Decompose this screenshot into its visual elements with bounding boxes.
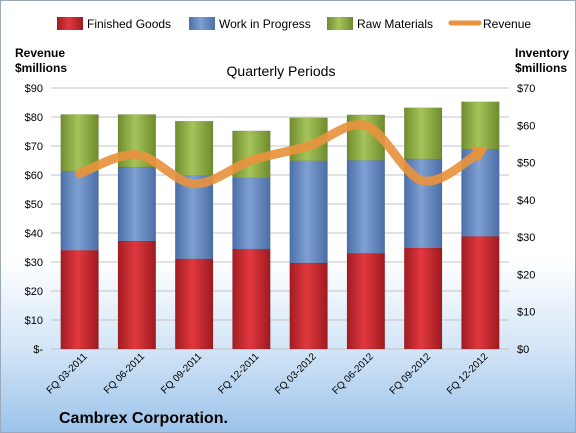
left-tick-label: $40 bbox=[25, 228, 43, 240]
bar-finished-goods bbox=[174, 258, 214, 350]
bar-finished-goods bbox=[117, 240, 157, 350]
right-tick-label: $0 bbox=[517, 344, 529, 356]
x-tick-label: FQ 09-2012 bbox=[388, 351, 434, 397]
bar-work-in-progress bbox=[346, 160, 386, 254]
revenue-arrowhead bbox=[470, 146, 488, 163]
revenue-line bbox=[75, 120, 485, 189]
bar-finished-goods bbox=[232, 248, 271, 350]
left-axis-title-line2: $millions bbox=[15, 61, 67, 75]
left-tick-label: $10 bbox=[25, 315, 43, 327]
chart-subtitle: Quarterly Periods bbox=[227, 63, 336, 79]
left-tick-label: $50 bbox=[25, 199, 43, 211]
x-tick-label: FQ 06-2012 bbox=[330, 351, 376, 397]
left-tick-label: $20 bbox=[25, 286, 43, 298]
legend-swatch-raw-materials bbox=[327, 17, 353, 30]
legend-label-work-in-progress: Work in Progress bbox=[219, 17, 311, 31]
bar-raw-materials bbox=[403, 107, 443, 160]
right-tick-label: $10 bbox=[517, 307, 535, 319]
bar-raw-materials bbox=[174, 120, 214, 176]
x-tick-label: FQ 12-2011 bbox=[217, 351, 262, 396]
right-tick-label: $70 bbox=[517, 83, 535, 95]
x-axis-ticks: FQ 03-2011 FQ 06-2011 FQ 09-2011 FQ 12-2011… bbox=[45, 351, 491, 397]
right-tick-label: $20 bbox=[517, 269, 535, 281]
bar-work-in-progress bbox=[60, 170, 99, 251]
bar-work-in-progress bbox=[232, 177, 271, 250]
legend-swatch-work-in-progress bbox=[189, 17, 215, 30]
legend-swatch-finished-goods bbox=[57, 17, 83, 30]
legend-label-raw-materials: Raw Materials bbox=[357, 17, 433, 31]
left-tick-label: $80 bbox=[25, 112, 43, 124]
legend-label-revenue: Revenue bbox=[483, 17, 531, 31]
bar-finished-goods bbox=[403, 247, 443, 350]
left-tick-label: $- bbox=[33, 344, 43, 356]
bar-finished-goods bbox=[461, 236, 500, 350]
left-tick-label: $70 bbox=[25, 141, 43, 153]
bar-finished-goods bbox=[289, 262, 328, 350]
right-tick-label: $30 bbox=[517, 232, 535, 244]
x-tick-label: FQ 12-2012 bbox=[445, 351, 491, 397]
bar-work-in-progress bbox=[289, 160, 328, 264]
right-axis-title-line2: $millions bbox=[515, 61, 567, 75]
x-tick-label: FQ 09-2011 bbox=[159, 351, 204, 396]
left-tick-label: $60 bbox=[25, 170, 43, 182]
left-axis-title-line1: Revenue bbox=[15, 46, 65, 60]
bar-work-in-progress bbox=[174, 175, 214, 260]
legend: Finished Goods Work in Progress Raw Mate… bbox=[57, 17, 531, 31]
bar-work-in-progress bbox=[117, 166, 157, 242]
company-name: Cambrex Corporation. bbox=[59, 410, 228, 427]
left-tick-label: $30 bbox=[25, 257, 43, 269]
right-tick-label: $60 bbox=[517, 120, 535, 132]
right-axis-title-line1: Inventory bbox=[515, 46, 569, 60]
left-axis-ticks: $- $10 $20 $30 $40 $50 $60 $70 $80 $90 bbox=[25, 83, 44, 356]
bar-raw-materials bbox=[461, 101, 500, 150]
right-axis-ticks: $0 $10 $20 $30 $40 $50 $60 $70 bbox=[517, 83, 535, 356]
legend-label-finished-goods: Finished Goods bbox=[87, 17, 171, 31]
bars bbox=[60, 101, 500, 350]
x-tick-label: FQ 03-2012 bbox=[273, 351, 319, 397]
revenue-series bbox=[75, 120, 488, 189]
x-tick-label: FQ 06-2011 bbox=[102, 351, 147, 396]
bar-finished-goods bbox=[60, 249, 99, 350]
bar-raw-materials bbox=[60, 114, 99, 172]
right-tick-label: $50 bbox=[517, 158, 535, 170]
right-tick-label: $40 bbox=[517, 195, 535, 207]
bar-finished-goods bbox=[346, 252, 386, 350]
left-tick-label: $90 bbox=[25, 83, 43, 95]
x-tick-label: FQ 03-2011 bbox=[45, 351, 90, 396]
